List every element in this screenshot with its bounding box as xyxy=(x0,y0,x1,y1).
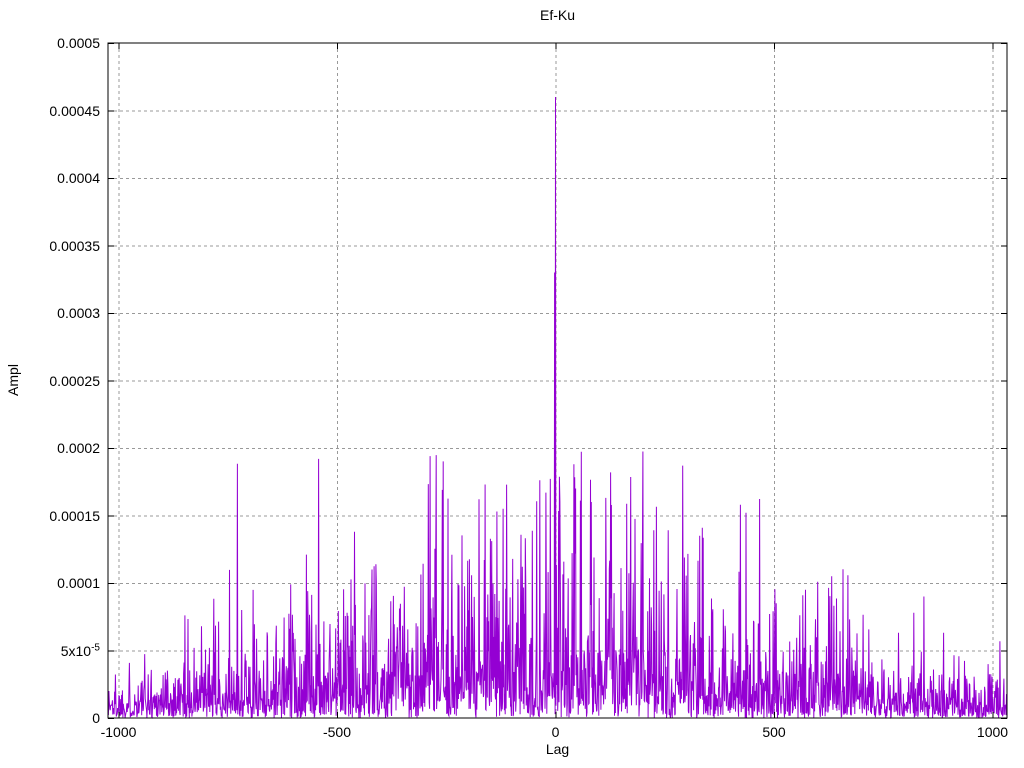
y-tick-label: 0.00025 xyxy=(49,372,100,389)
chart-title: Ef-Ku xyxy=(539,7,575,23)
axis-ticks xyxy=(108,43,1007,719)
x-axis-label: Lag xyxy=(545,741,570,757)
data-series-line xyxy=(107,96,1008,719)
exponent: -5 xyxy=(91,641,100,653)
y-tick-label: 0.0003 xyxy=(57,305,100,321)
y-tick-label: 0.0005 xyxy=(57,35,100,51)
y-tick-label: 0.0004 xyxy=(57,170,100,186)
y-tick-label: 0.00045 xyxy=(49,102,100,119)
x-tick-label: 500 xyxy=(762,724,786,740)
x-tick-label: -1000 xyxy=(100,724,137,740)
x-tick-label: 0 xyxy=(551,724,560,740)
y-tick-label: 0.0001 xyxy=(57,575,100,591)
y-tick-label: 0.0002 xyxy=(57,440,100,456)
y-tick-label: 0 xyxy=(92,710,100,726)
x-tick-label: 1000 xyxy=(976,724,1009,740)
x-tick-label: -500 xyxy=(322,724,352,740)
y-tick-label: 0.00015 xyxy=(49,507,100,524)
gridlines xyxy=(108,43,1007,718)
y-tick-label: 5x10-5 xyxy=(60,641,100,659)
y-tick-label: 0.00035 xyxy=(49,237,100,254)
